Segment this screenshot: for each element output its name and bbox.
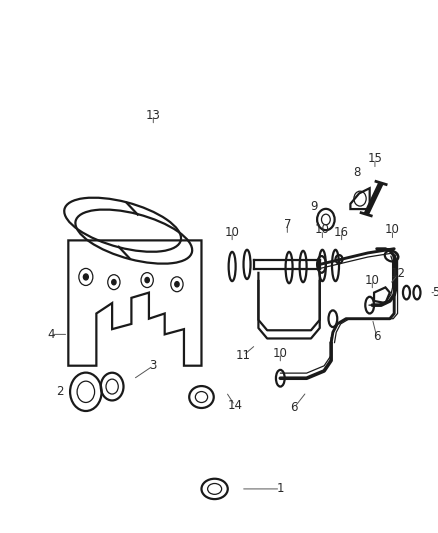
Circle shape	[83, 274, 88, 280]
Text: 9: 9	[310, 200, 318, 214]
Text: 13: 13	[146, 109, 161, 122]
Text: 7: 7	[283, 218, 291, 231]
Circle shape	[145, 278, 149, 282]
Text: 4: 4	[47, 328, 55, 341]
Text: 10: 10	[365, 273, 380, 287]
Text: 1: 1	[276, 482, 284, 496]
Text: 8: 8	[354, 166, 361, 179]
Text: 10: 10	[225, 225, 240, 239]
Circle shape	[112, 279, 116, 285]
Text: 2: 2	[56, 385, 64, 398]
Text: 6: 6	[290, 401, 298, 414]
Circle shape	[175, 281, 179, 287]
Text: 5: 5	[433, 286, 438, 299]
Text: 11: 11	[236, 349, 251, 362]
Text: 15: 15	[367, 152, 382, 165]
Text: 16: 16	[334, 225, 349, 239]
Text: 10: 10	[273, 346, 288, 360]
Text: 6: 6	[373, 330, 381, 343]
Text: 10: 10	[315, 223, 330, 237]
Text: 3: 3	[150, 359, 157, 372]
Text: 12: 12	[391, 268, 406, 280]
Text: 10: 10	[385, 223, 400, 237]
Text: 14: 14	[227, 399, 242, 412]
